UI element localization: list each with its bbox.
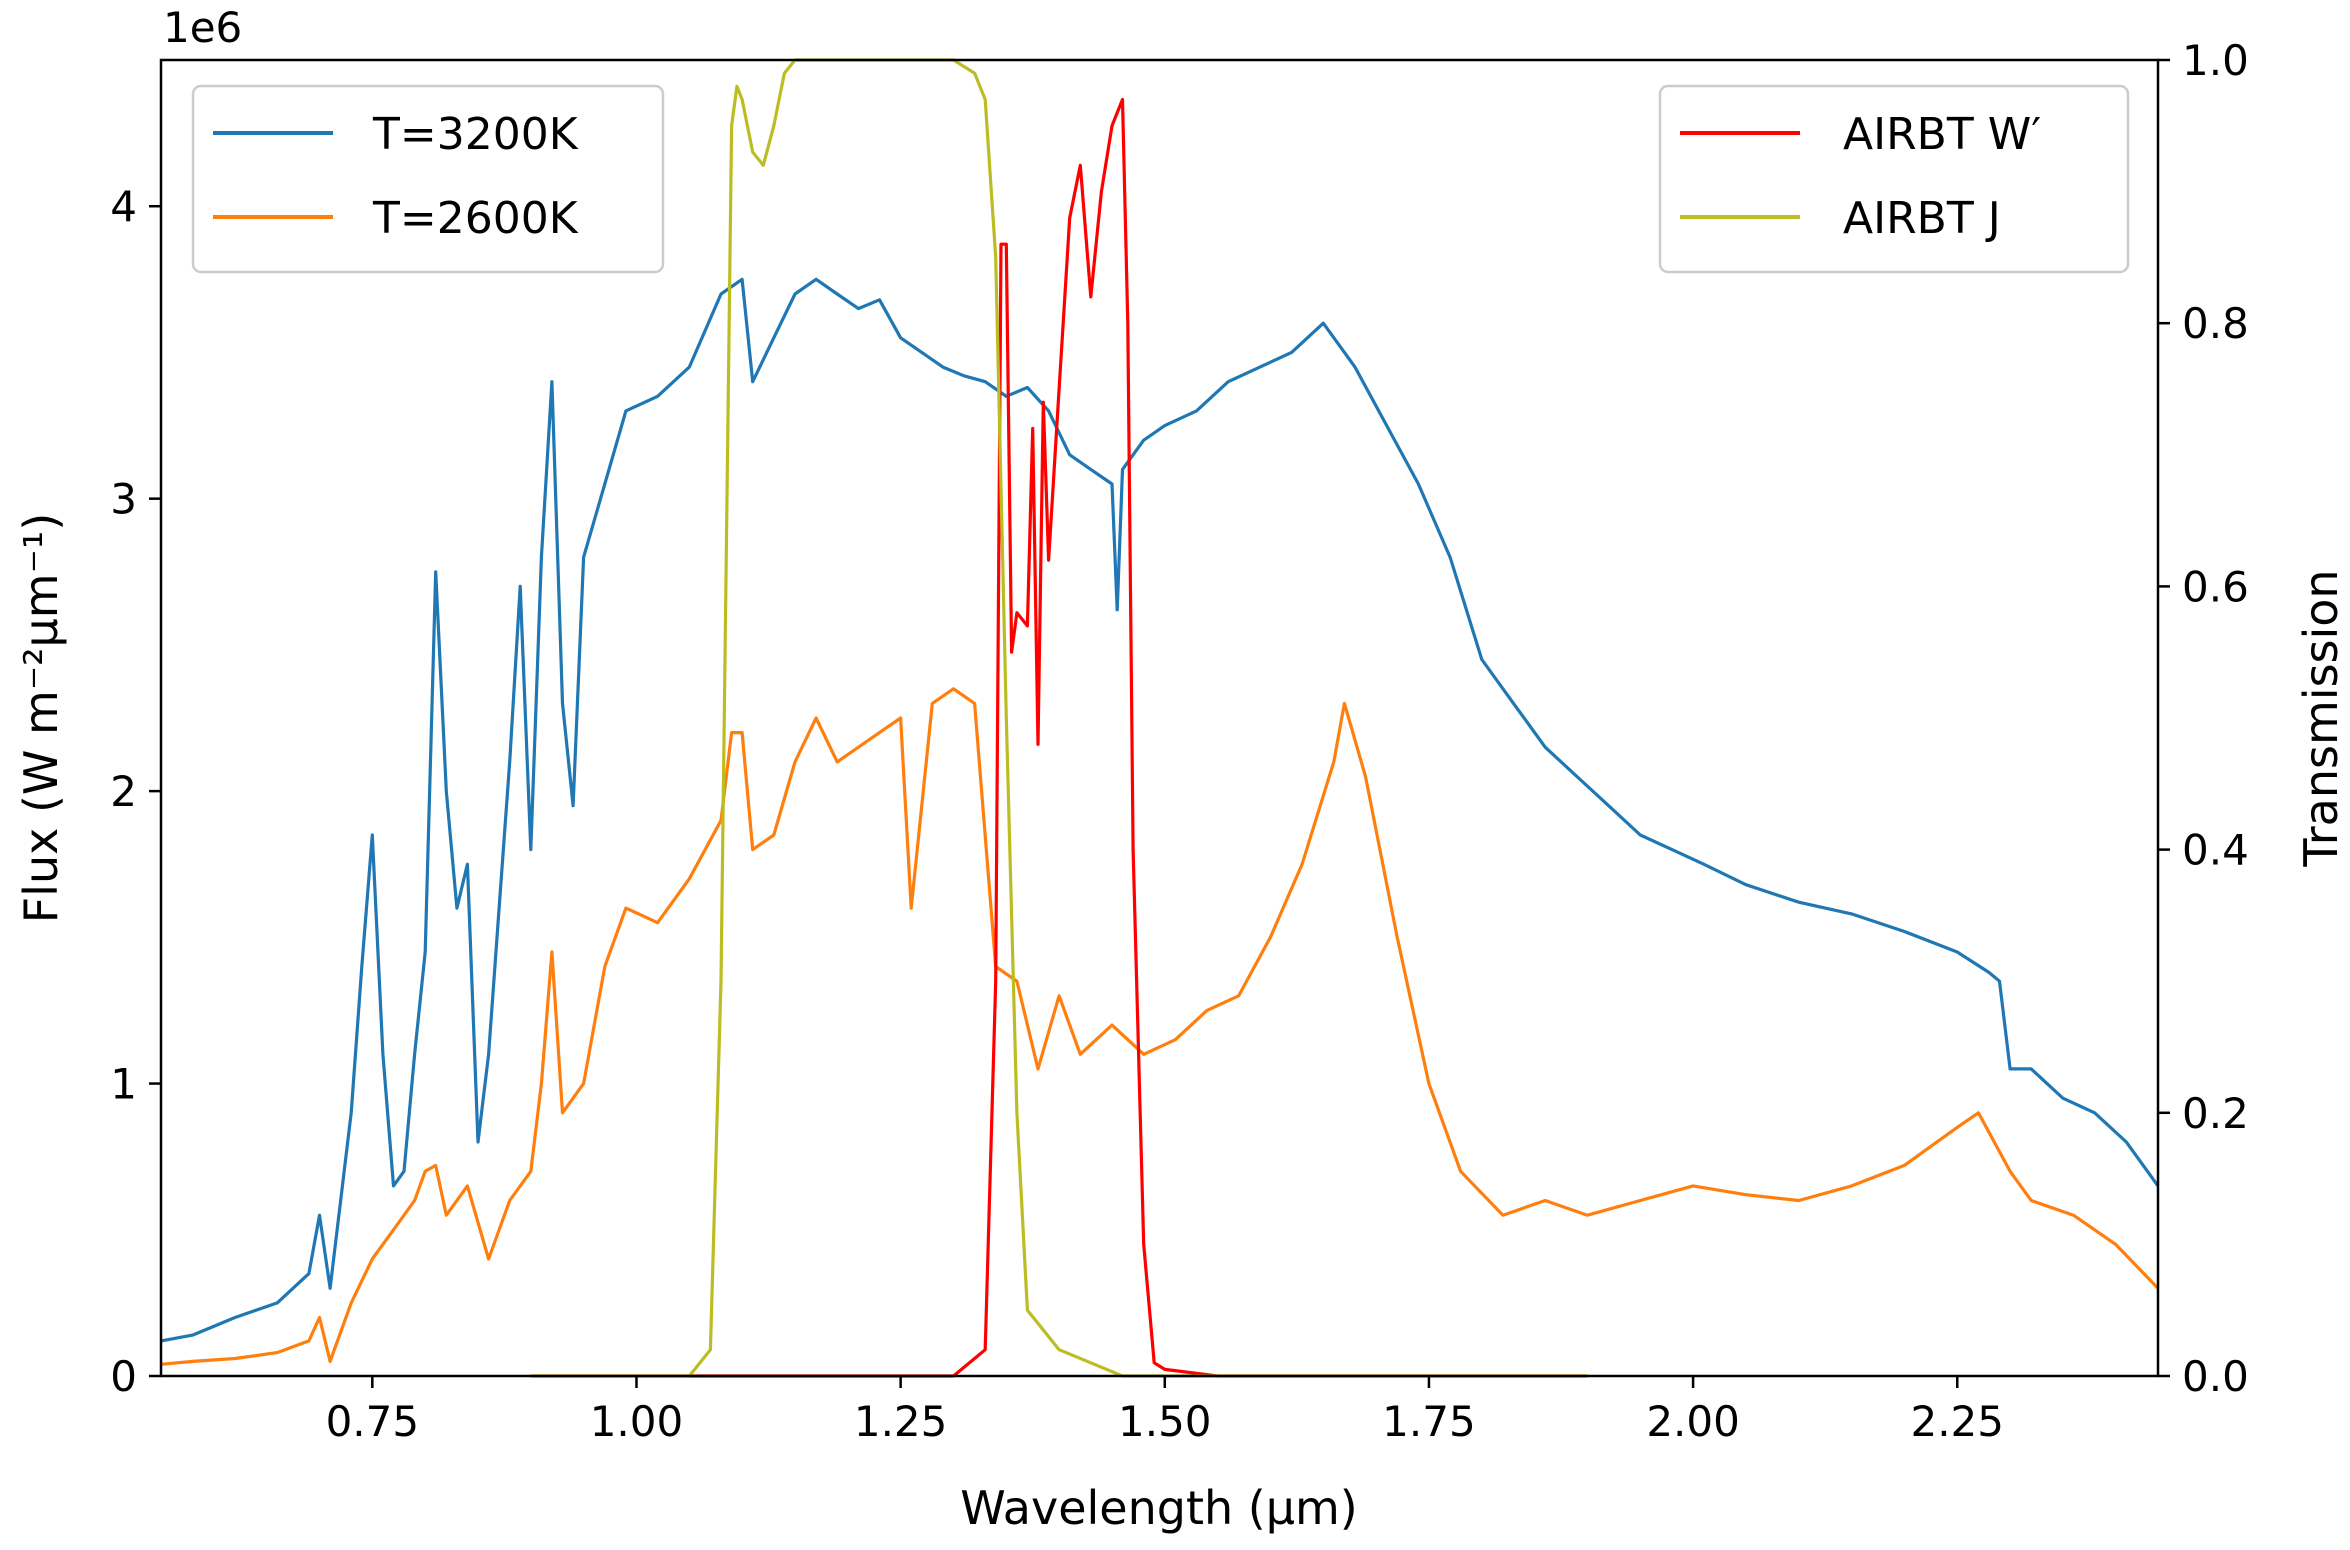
left-axis-label: Flux (W m⁻²μm⁻¹)	[14, 513, 68, 924]
x-tick-label: 1.25	[854, 1397, 948, 1446]
series-line-airbt-w	[530, 97, 1588, 1378]
left-axis-ticks: 0 1 2 3 4	[110, 182, 161, 1401]
right-axis-ticks: 0.0 0.2 0.4 0.6 0.8 1.0	[2158, 36, 2249, 1401]
x-axis-ticks: 0.75 1.00 1.25 1.50 1.75 2.00 2.25	[326, 1376, 2004, 1446]
x-tick-label: 1.75	[1382, 1397, 1476, 1446]
x-tick-label: 1.50	[1118, 1397, 1212, 1446]
x-tick-label: 2.00	[1646, 1397, 1740, 1446]
x-tick-label: 0.75	[326, 1397, 420, 1446]
left-tick-label: 0	[110, 1352, 137, 1401]
left-axis-offset-label: 1e6	[163, 3, 242, 52]
right-tick-label: 0.0	[2182, 1352, 2249, 1401]
legend-label-2600k: T=2600K	[372, 193, 579, 244]
legend-label-airbt-w: AIRBT W′	[1843, 109, 2041, 160]
left-tick-label: 2	[110, 767, 137, 816]
x-axis-label: Wavelength (μm)	[960, 1481, 1357, 1535]
x-tick-label: 1.00	[590, 1397, 684, 1446]
right-axis-label: Transmission	[2294, 569, 2348, 867]
right-tick-label: 0.2	[2182, 1089, 2249, 1138]
series-line-t-3200k	[160, 277, 2160, 1343]
left-tick-label: 3	[110, 475, 137, 524]
right-tick-label: 0.4	[2182, 826, 2249, 875]
x-tick-label: 2.25	[1910, 1397, 2004, 1446]
plot-frame	[159, 58, 2160, 1378]
series-line-t-2600k	[160, 687, 2160, 1366]
legend-right: AIRBT W′ AIRBT J	[1658, 84, 2130, 274]
left-tick-label: 1	[110, 1060, 137, 1109]
legend-label-3200k: T=3200K	[372, 109, 579, 160]
right-tick-label: 0.8	[2182, 299, 2249, 348]
right-tick-label: 1.0	[2182, 36, 2249, 85]
left-tick-label: 4	[110, 182, 137, 231]
right-tick-label: 0.6	[2182, 562, 2249, 611]
legend-label-airbt-j: AIRBT J	[1843, 193, 2001, 244]
legend-left: T=3200K T=2600K	[191, 84, 665, 274]
